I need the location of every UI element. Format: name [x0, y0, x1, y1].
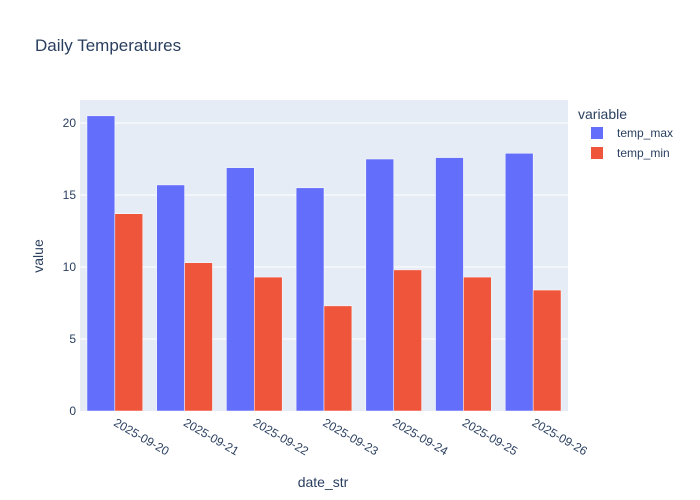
- legend-swatch-temp_min: [591, 147, 603, 159]
- x-tick-label: 2025-09-20: [111, 415, 171, 458]
- x-axis-label: date_str: [298, 474, 349, 490]
- bar-temp_max-2025-09-21: [156, 184, 185, 412]
- bar-temp_min-2025-09-24: [393, 269, 422, 412]
- bar-temp_min-2025-09-21: [184, 262, 213, 412]
- bar-temp_min-2025-09-26: [532, 289, 562, 412]
- chart-title: Daily Temperatures: [35, 36, 181, 55]
- bar-temp_max-2025-09-22: [226, 167, 255, 412]
- bar-temp_max-2025-09-26: [505, 153, 534, 412]
- bar-temp_max-2025-09-20: [86, 115, 116, 412]
- bar-temp_min-2025-09-20: [114, 213, 143, 412]
- x-tick-label: 2025-09-24: [390, 415, 450, 458]
- legend-swatch-temp_max: [591, 127, 603, 139]
- x-tick-label: 2025-09-26: [530, 415, 590, 458]
- legend-label-temp_max: temp_max: [617, 126, 673, 140]
- bar-temp_min-2025-09-22: [254, 276, 283, 412]
- x-tick-label: 2025-09-23: [321, 415, 381, 458]
- x-tick-label: 2025-09-21: [181, 415, 241, 458]
- legend-title: variable: [578, 106, 627, 122]
- y-tick-label: 15: [63, 188, 77, 202]
- y-axis-label: value: [30, 239, 46, 273]
- y-tick-label: 20: [63, 116, 77, 130]
- y-tick-labels: 0 5 10 15 20: [63, 116, 77, 418]
- legend: variable temp_max temp_min: [578, 106, 673, 160]
- bar-temp_min-2025-09-25: [463, 276, 492, 412]
- bar-temp_max-2025-09-24: [365, 158, 394, 412]
- x-tick-labels: 2025-09-20 2025-09-21 2025-09-22 2025-09-23…: [111, 415, 590, 458]
- x-tick-label: 2025-09-22: [251, 415, 311, 458]
- y-tick-label: 10: [63, 260, 77, 274]
- legend-label-temp_min: temp_min: [617, 146, 670, 160]
- y-tick-label: 0: [69, 404, 76, 418]
- bars: [86, 115, 562, 412]
- y-tick-label: 5: [69, 332, 76, 346]
- bar-temp_max-2025-09-23: [295, 187, 325, 412]
- bar-temp_min-2025-09-23: [323, 305, 353, 412]
- x-tick-label: 2025-09-25: [460, 415, 520, 458]
- bar-temp_max-2025-09-25: [435, 157, 464, 412]
